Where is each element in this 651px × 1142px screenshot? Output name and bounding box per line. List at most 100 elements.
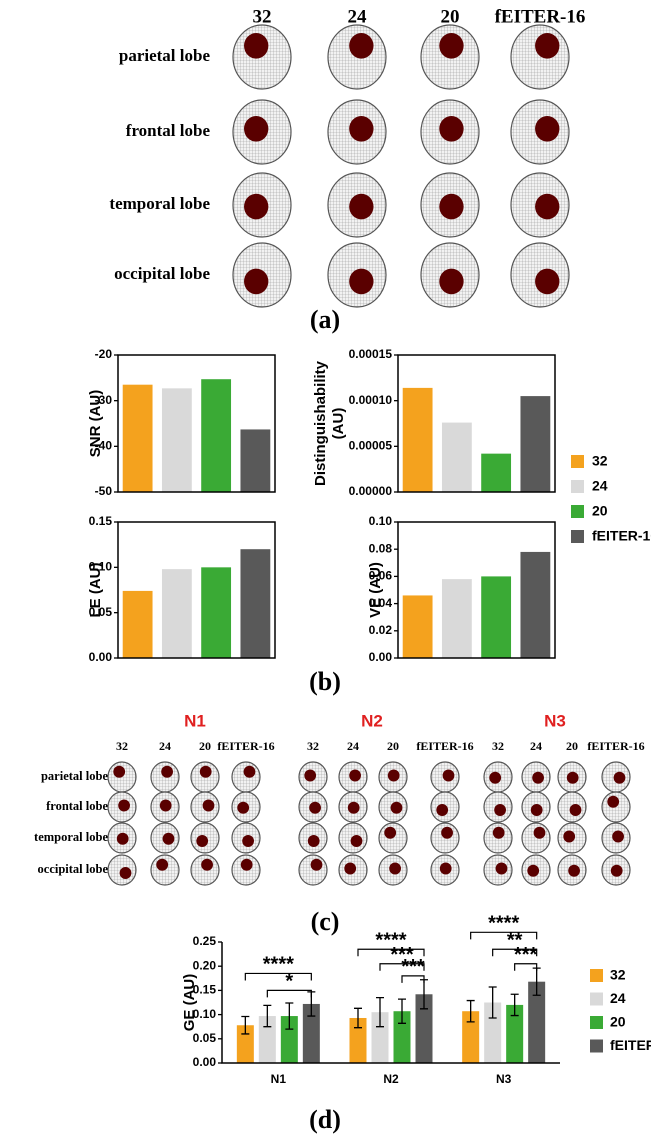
lesion	[496, 863, 508, 875]
lesion	[614, 772, 626, 784]
legend-label: fEITER-16	[592, 528, 651, 544]
lesion	[118, 800, 130, 812]
y-tick-label: 0.00	[193, 1055, 217, 1069]
column-label: 20	[199, 739, 211, 753]
lesion	[308, 835, 320, 847]
lesion	[156, 859, 168, 871]
lesion	[568, 865, 580, 877]
lesion	[489, 772, 501, 784]
row-label: temporal lobe	[34, 830, 108, 844]
page: {"panel_a": {"column_labels": ["32", "24…	[0, 0, 651, 1142]
lesion	[607, 796, 619, 808]
bar	[481, 454, 511, 492]
row-label: occipital lobe	[114, 264, 210, 283]
head	[232, 762, 260, 792]
lesion	[200, 766, 212, 778]
lesion	[441, 827, 453, 839]
head	[522, 823, 550, 853]
lesion	[570, 804, 582, 816]
lesion	[389, 863, 401, 875]
row-label: parietal lobe	[119, 46, 211, 65]
lesion	[349, 770, 361, 782]
lesion	[311, 859, 323, 871]
column-label: 20	[387, 739, 399, 753]
lesion	[388, 770, 400, 782]
legend-swatch	[590, 1016, 603, 1029]
legend-swatch	[590, 969, 603, 982]
lesion	[242, 835, 254, 847]
lesion	[349, 194, 373, 220]
bar	[481, 576, 511, 658]
legend-label: 32	[610, 967, 626, 983]
lesion	[493, 827, 505, 839]
legend-swatch	[571, 455, 584, 468]
legend-label: 20	[610, 1014, 626, 1030]
lesion	[244, 194, 268, 220]
y-axis-label: GE (AU)	[181, 974, 198, 1032]
lesion	[348, 802, 360, 814]
column-label: fEITER-16	[217, 739, 274, 753]
y-axis-label: LE (AU)	[87, 563, 104, 618]
column-label: 24	[159, 739, 171, 753]
y-tick-label: 0.00010	[349, 393, 393, 407]
lesion	[349, 269, 373, 295]
lesion	[439, 269, 463, 295]
y-tick-label: 0.00005	[349, 439, 393, 453]
bar	[162, 569, 192, 658]
legend-swatch	[571, 480, 584, 493]
bar	[123, 591, 153, 658]
y-tick-label: 0.00015	[349, 347, 393, 361]
bar	[403, 388, 433, 492]
lesion	[201, 859, 213, 871]
x-tick-label: N3	[496, 1072, 512, 1086]
lesion	[351, 835, 363, 847]
lesion	[349, 116, 373, 142]
bar	[442, 423, 472, 492]
y-tick-label: 0.02	[369, 623, 393, 637]
lesion	[244, 116, 268, 142]
panel-label: (b)	[309, 667, 341, 696]
column-label: fEITER-16	[587, 739, 644, 753]
lesion	[440, 863, 452, 875]
legend-label: 24	[610, 990, 626, 1006]
row-label: occipital lobe	[38, 862, 109, 876]
legend-label: 24	[592, 478, 608, 494]
column-label: 24	[347, 739, 359, 753]
lesion	[563, 831, 575, 843]
significance-label: ***	[514, 944, 538, 966]
y-axis-label: (AU)	[330, 408, 347, 440]
lesion	[196, 835, 208, 847]
lesion	[117, 833, 129, 845]
lesion	[535, 194, 559, 220]
y-tick-label: 0.08	[369, 541, 393, 555]
lesion	[439, 194, 463, 220]
lesion	[161, 766, 173, 778]
lesion	[244, 33, 268, 59]
group-label: N3	[544, 711, 566, 730]
column-label: 32	[253, 6, 272, 27]
lesion	[535, 33, 559, 59]
bar	[201, 379, 231, 492]
y-tick-label: 0.00	[369, 650, 393, 664]
group-label: N1	[184, 711, 206, 730]
group-label: N2	[361, 711, 383, 730]
row-label: frontal lobe	[46, 799, 108, 813]
significance-label: ***	[401, 956, 425, 978]
lesion	[439, 116, 463, 142]
column-label: 32	[307, 739, 319, 753]
lesion	[535, 116, 559, 142]
legend-label: fEITER-16	[610, 1037, 651, 1053]
bar	[240, 549, 270, 658]
column-label: 32	[116, 739, 128, 753]
panel-label: (d)	[309, 1105, 341, 1134]
lesion	[439, 33, 463, 59]
bar	[162, 388, 192, 492]
lesion	[163, 833, 175, 845]
bar	[520, 396, 550, 492]
head	[299, 855, 327, 885]
y-tick-label: 0.00000	[349, 484, 393, 498]
lesion	[494, 804, 506, 816]
y-tick-label: 0.00	[89, 650, 113, 664]
lesion	[304, 770, 316, 782]
lesion	[527, 865, 539, 877]
